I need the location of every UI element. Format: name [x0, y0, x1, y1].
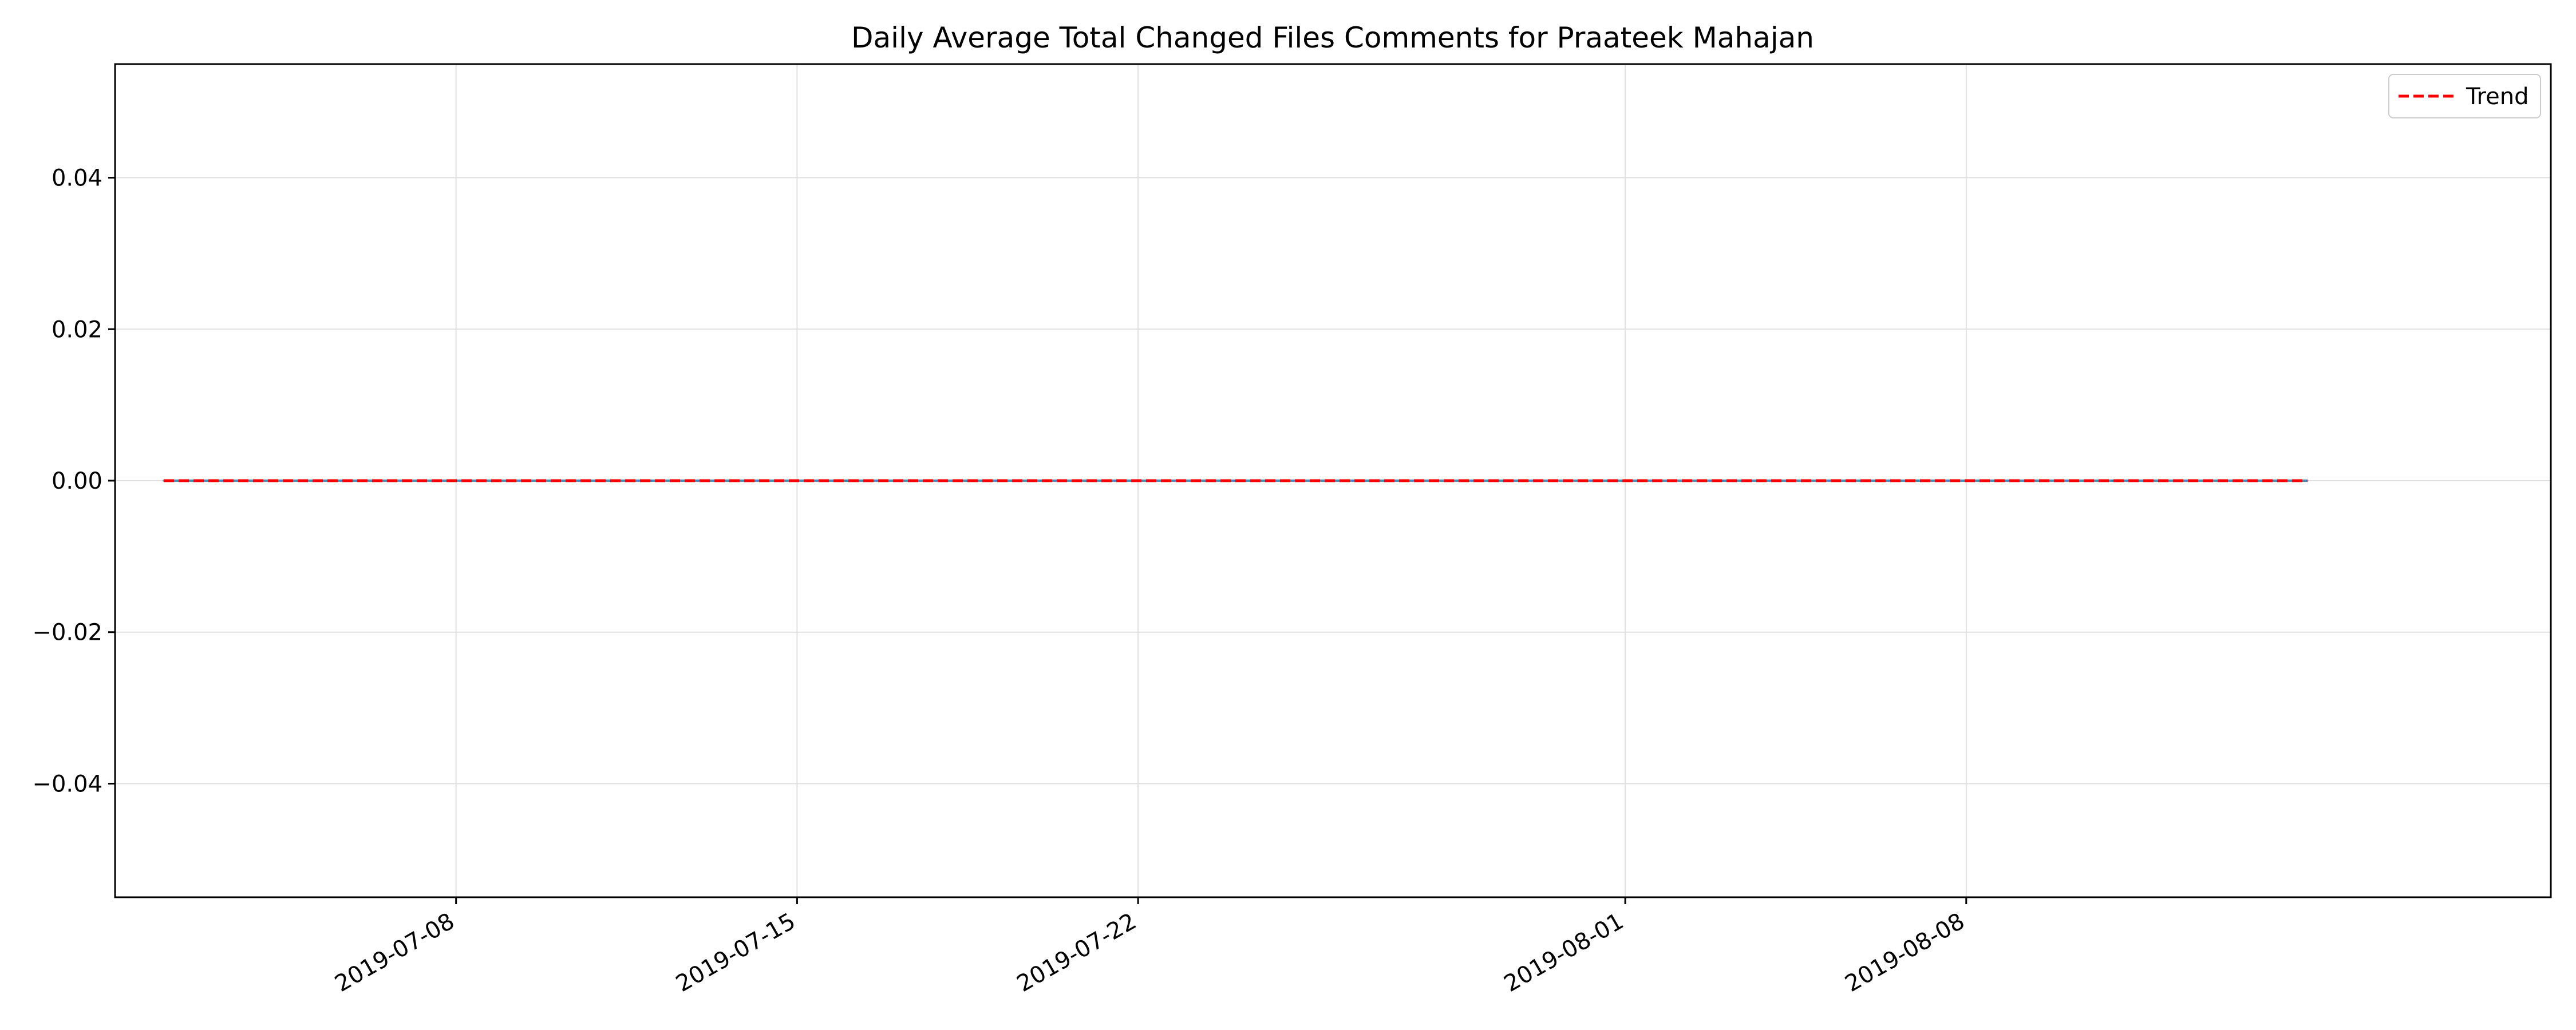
x-tick-label: 2019-08-01 — [1500, 908, 1628, 997]
data-point — [1721, 480, 1724, 482]
y-axis: 0.04 0.02 0.00 −0.02 −0.04 — [32, 165, 115, 797]
data-point — [1039, 480, 1042, 482]
legend-box — [2388, 74, 2541, 118]
y-tick-label: 0.04 — [52, 165, 102, 192]
x-tick-label: 2019-07-22 — [1013, 908, 1141, 997]
legend-trend-label: Trend — [2466, 84, 2528, 110]
data-point — [2111, 480, 2114, 482]
legend: Trend — [2388, 74, 2541, 118]
y-tick-label: 0.00 — [52, 468, 102, 494]
x-tick-label: 2019-08-08 — [1840, 908, 1969, 997]
plot-series — [163, 479, 2309, 482]
x-tick-label: 2019-07-15 — [671, 908, 800, 997]
y-tick-label: −0.02 — [32, 620, 102, 646]
y-tick-label: 0.02 — [52, 316, 102, 343]
x-tick-label: 2019-07-08 — [330, 908, 459, 997]
x-axis: 2019-07-08 2019-07-15 2019-07-22 2019-08-01… — [330, 897, 1969, 997]
y-tick-label: −0.04 — [32, 771, 102, 797]
chart-title: Daily Average Total Changed Files Commen… — [851, 21, 1814, 54]
data-point — [844, 480, 847, 482]
data-point — [1916, 480, 1919, 482]
